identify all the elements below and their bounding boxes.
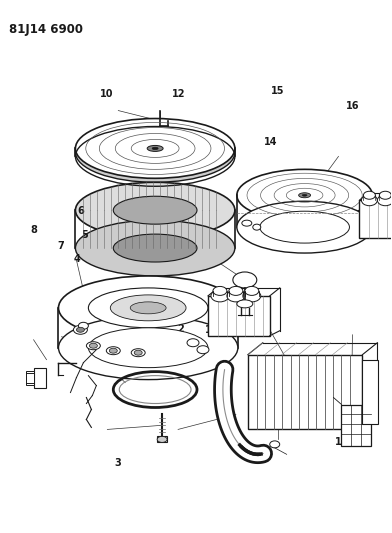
Ellipse shape <box>88 288 208 328</box>
Ellipse shape <box>361 195 377 206</box>
Ellipse shape <box>152 147 158 150</box>
Ellipse shape <box>157 437 167 442</box>
Text: 12: 12 <box>172 89 185 99</box>
Ellipse shape <box>243 290 261 302</box>
Ellipse shape <box>253 224 261 230</box>
Ellipse shape <box>110 295 186 321</box>
Ellipse shape <box>237 169 372 221</box>
Ellipse shape <box>86 342 100 350</box>
Text: 17: 17 <box>205 325 218 335</box>
Ellipse shape <box>260 211 349 243</box>
Ellipse shape <box>299 193 310 198</box>
Bar <box>248 354 363 430</box>
Ellipse shape <box>58 316 238 379</box>
Text: 5: 5 <box>81 230 88 240</box>
Text: 7: 7 <box>58 241 65 252</box>
Ellipse shape <box>58 276 238 340</box>
Ellipse shape <box>89 343 97 348</box>
Ellipse shape <box>227 290 245 302</box>
Ellipse shape <box>78 322 88 329</box>
Ellipse shape <box>237 300 253 308</box>
Ellipse shape <box>113 234 197 262</box>
Ellipse shape <box>73 325 87 334</box>
Ellipse shape <box>233 272 257 288</box>
Bar <box>208 296 270 336</box>
Ellipse shape <box>245 286 259 295</box>
Text: 2: 2 <box>177 324 184 334</box>
Ellipse shape <box>377 195 392 206</box>
Ellipse shape <box>229 286 243 295</box>
Text: 16: 16 <box>345 101 359 111</box>
Bar <box>157 437 167 442</box>
Ellipse shape <box>134 350 142 355</box>
Ellipse shape <box>147 146 163 151</box>
Ellipse shape <box>75 220 235 276</box>
Text: 10: 10 <box>100 89 114 99</box>
Ellipse shape <box>131 349 145 357</box>
Ellipse shape <box>75 118 235 179</box>
Ellipse shape <box>379 191 391 199</box>
Bar <box>34 368 45 387</box>
Text: 1: 1 <box>335 437 342 447</box>
Bar <box>341 405 371 446</box>
Ellipse shape <box>109 348 117 353</box>
Text: 4: 4 <box>73 254 80 263</box>
Ellipse shape <box>270 441 280 448</box>
Ellipse shape <box>302 194 307 196</box>
Ellipse shape <box>363 191 376 199</box>
Ellipse shape <box>113 196 197 224</box>
Text: 14: 14 <box>263 136 277 147</box>
Ellipse shape <box>75 123 235 182</box>
Text: 13: 13 <box>161 236 174 246</box>
Text: 15: 15 <box>271 86 285 96</box>
Bar <box>359 200 392 238</box>
Text: 8: 8 <box>31 225 37 236</box>
Ellipse shape <box>187 339 199 346</box>
Ellipse shape <box>242 220 252 226</box>
Ellipse shape <box>88 328 208 368</box>
Ellipse shape <box>76 327 84 332</box>
Ellipse shape <box>106 346 120 354</box>
Bar <box>25 370 34 385</box>
Text: 6: 6 <box>77 206 84 216</box>
Text: 11: 11 <box>87 146 100 156</box>
Ellipse shape <box>130 302 166 314</box>
Ellipse shape <box>211 290 229 302</box>
Ellipse shape <box>75 182 235 238</box>
Bar <box>363 360 378 424</box>
Text: 3: 3 <box>114 458 121 468</box>
Text: 9: 9 <box>145 240 152 251</box>
Ellipse shape <box>237 201 372 253</box>
Text: 81J14 6900: 81J14 6900 <box>9 23 83 36</box>
Ellipse shape <box>197 346 209 354</box>
Ellipse shape <box>213 286 227 295</box>
